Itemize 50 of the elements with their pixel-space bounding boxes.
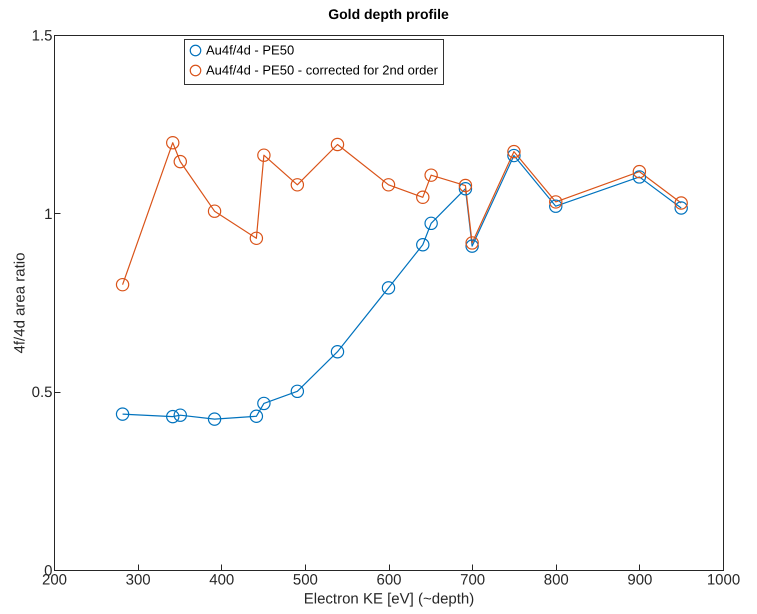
point: [424, 216, 438, 230]
point: [416, 190, 430, 204]
point: [632, 164, 646, 178]
point: [549, 195, 562, 209]
x-tick-label: 800: [544, 572, 569, 588]
x-tick-label: 500: [292, 572, 318, 588]
point: [116, 407, 130, 421]
point: [674, 201, 688, 215]
point: [382, 281, 396, 295]
y-tick-label: 1: [44, 206, 52, 223]
point: [549, 199, 562, 213]
point: [632, 170, 646, 184]
point: [250, 410, 264, 423]
point: [674, 196, 688, 210]
point: [166, 410, 180, 424]
y-tick-label: 0.5: [32, 384, 52, 402]
point: [458, 178, 472, 192]
point: [416, 238, 430, 252]
x-tick-label: 300: [126, 572, 151, 588]
point: [330, 138, 344, 152]
point: [458, 182, 472, 196]
point: [465, 236, 479, 250]
point: [257, 396, 271, 410]
point: [208, 412, 222, 426]
x-tick-label: 400: [209, 572, 234, 588]
point: [116, 278, 130, 292]
x-axis-title: Electron KE [eV] (~depth): [304, 590, 474, 608]
point: [174, 408, 187, 422]
point: [257, 148, 271, 162]
point: [465, 239, 479, 253]
legend-label: Au4f/4d - PE50 - corrected for 2nd order: [206, 62, 439, 78]
point: [507, 148, 521, 162]
x-tick-label: 600: [376, 572, 402, 588]
point: [174, 154, 187, 168]
point: [250, 232, 264, 246]
y-axis-title: 4f/4d area ratio: [12, 252, 29, 354]
y-tick-label: 1.5: [32, 28, 52, 44]
point: [330, 345, 344, 358]
point: [382, 178, 396, 192]
x-tick-label: 700: [460, 572, 486, 588]
point: [424, 168, 438, 182]
point: [208, 204, 222, 218]
point: [290, 178, 304, 192]
point: [507, 144, 521, 158]
legend-label: Au4f/4d - PE50: [206, 42, 294, 58]
x-tick-label: 1000: [706, 572, 740, 588]
point: [290, 384, 304, 398]
point: [166, 136, 180, 150]
chart-title: Gold depth profile: [328, 6, 449, 22]
x-tick-label: 900: [627, 572, 652, 588]
